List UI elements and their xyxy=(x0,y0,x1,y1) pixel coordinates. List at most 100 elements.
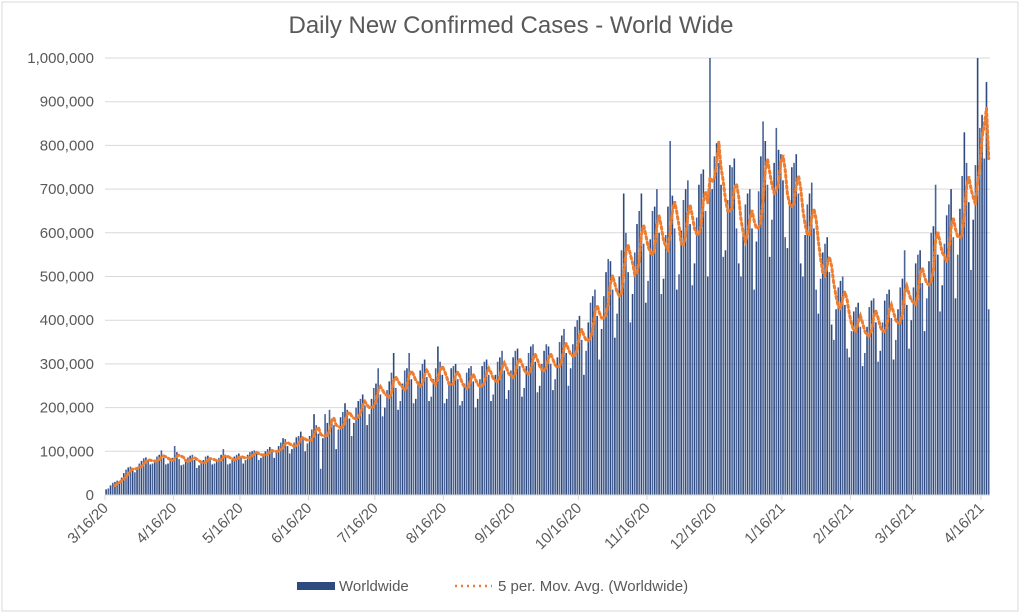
y-tick-label: 0 xyxy=(86,487,94,504)
bar xyxy=(751,228,753,495)
bar xyxy=(547,346,550,495)
bar xyxy=(213,463,216,495)
bar xyxy=(330,418,333,495)
y-tick-label: 800,000 xyxy=(40,137,94,154)
bar xyxy=(370,398,373,495)
bar xyxy=(107,488,110,495)
bar xyxy=(507,390,510,495)
bar xyxy=(322,438,324,495)
bar xyxy=(204,456,207,495)
bar xyxy=(733,158,736,495)
bar xyxy=(255,453,258,495)
bar xyxy=(667,206,669,495)
bar xyxy=(934,184,937,496)
bar xyxy=(193,460,196,495)
bar xyxy=(797,193,800,495)
bar xyxy=(251,451,253,495)
bar xyxy=(134,472,136,495)
bar xyxy=(735,228,738,495)
bar xyxy=(941,285,944,495)
bar xyxy=(857,302,859,495)
bar xyxy=(850,331,853,495)
bar xyxy=(748,189,751,495)
bar xyxy=(304,451,306,495)
bar xyxy=(454,363,457,495)
bar xyxy=(894,339,897,495)
bar xyxy=(580,339,583,495)
bar xyxy=(129,466,132,495)
bar xyxy=(375,383,377,495)
bar xyxy=(388,381,391,495)
bar xyxy=(105,489,107,495)
bar xyxy=(229,463,231,495)
bar xyxy=(111,482,114,495)
bar xyxy=(377,368,379,495)
bar xyxy=(720,184,722,496)
bar xyxy=(578,315,581,495)
bar xyxy=(463,383,466,495)
bar xyxy=(472,381,475,495)
bar xyxy=(366,425,368,495)
bar xyxy=(560,335,563,495)
bar xyxy=(426,377,428,495)
bar xyxy=(715,143,718,495)
bar xyxy=(293,442,295,495)
bar xyxy=(187,457,189,495)
bar xyxy=(302,439,304,495)
bar xyxy=(937,254,939,495)
bar xyxy=(474,407,477,495)
bar xyxy=(510,370,512,495)
bar xyxy=(410,379,413,495)
bar xyxy=(209,458,211,495)
bar xyxy=(786,248,789,495)
bar xyxy=(240,457,242,495)
bar xyxy=(518,366,521,495)
bar xyxy=(569,368,572,495)
bar xyxy=(706,276,709,495)
bar xyxy=(963,132,966,496)
bar xyxy=(277,446,280,495)
bar xyxy=(956,254,959,495)
bar xyxy=(912,287,915,495)
bar xyxy=(169,460,172,495)
bar xyxy=(695,217,698,495)
bar xyxy=(231,459,233,495)
bar xyxy=(339,417,342,495)
bar xyxy=(171,457,174,495)
bar xyxy=(636,224,638,495)
bar xyxy=(514,350,517,495)
bar xyxy=(967,202,970,495)
bar xyxy=(235,454,238,495)
bar xyxy=(886,293,888,495)
bar xyxy=(753,289,756,495)
bar xyxy=(879,350,882,495)
bar xyxy=(459,405,461,495)
bar xyxy=(830,324,833,495)
bar xyxy=(220,454,222,495)
bar xyxy=(607,259,610,495)
bar xyxy=(757,191,760,495)
bar xyxy=(264,451,267,495)
bar xyxy=(401,383,404,495)
bar xyxy=(740,276,742,495)
bar xyxy=(875,322,877,495)
bar xyxy=(476,398,479,495)
bar xyxy=(556,357,559,495)
bar xyxy=(691,285,694,495)
bar xyxy=(191,454,194,495)
bar xyxy=(532,344,534,495)
bar xyxy=(503,370,506,495)
bar xyxy=(142,458,145,495)
bar xyxy=(563,328,565,495)
bar xyxy=(901,278,904,495)
bar xyxy=(760,156,762,495)
bar xyxy=(702,169,705,495)
bar xyxy=(675,289,678,495)
bar xyxy=(928,261,930,495)
bar xyxy=(226,464,229,495)
bar xyxy=(461,401,464,495)
bar xyxy=(328,409,331,495)
legend-swatch-worldwide xyxy=(297,582,335,590)
bar xyxy=(122,473,125,495)
bar xyxy=(775,127,778,496)
